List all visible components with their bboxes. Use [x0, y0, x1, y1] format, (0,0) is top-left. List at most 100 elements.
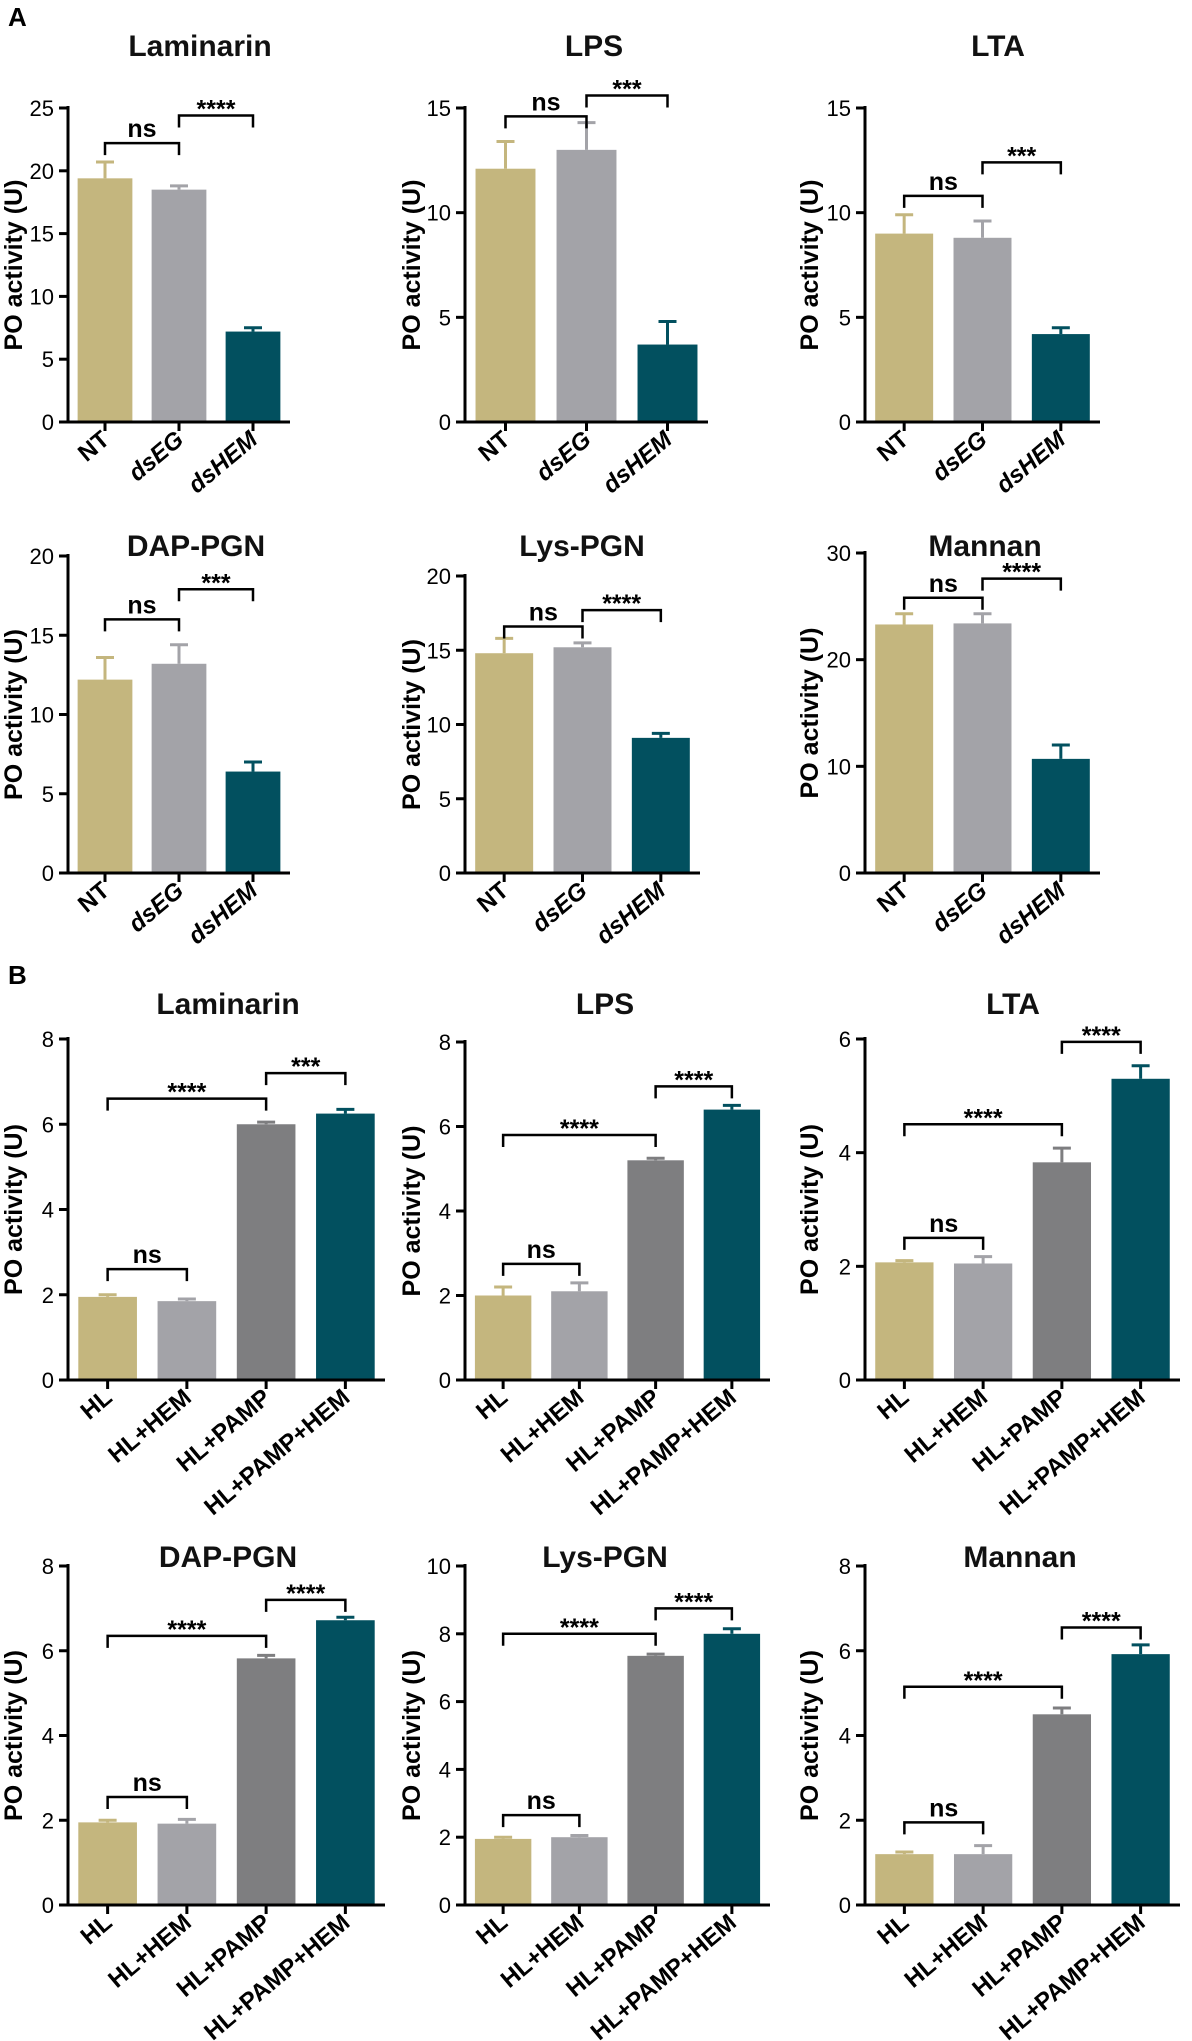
- chart-title: Laminarin: [156, 988, 299, 1021]
- y-tick-label: 20: [30, 159, 54, 184]
- significance-label: ns: [133, 1769, 162, 1797]
- bracket-line: [106, 1795, 189, 1809]
- bar-1: [875, 1854, 934, 1905]
- bracket-line: [1060, 1626, 1142, 1640]
- chart-title: Lys-PGN: [542, 1541, 668, 1574]
- y-tick-label: 10: [827, 201, 851, 226]
- chart-5: Lys-PGN PO activity (U) 0 5 10 15 20 NT dsEGdsHE…: [398, 530, 700, 950]
- y-tick-label: 5: [42, 347, 54, 372]
- y-axis-label: PO activity (U): [398, 1650, 426, 1821]
- significance-bracket: ****: [106, 1079, 268, 1111]
- significance-bracket: ns: [103, 591, 181, 632]
- y-tick-label: 0: [839, 1368, 851, 1393]
- category-label: HL+PAMP+HEM: [199, 1909, 355, 2041]
- error-bar-4: [722, 1627, 741, 1634]
- bar-2: [953, 1854, 1013, 1905]
- category-label: dsEG: [123, 877, 188, 938]
- y-tick-label: 0: [439, 1893, 451, 1918]
- chart-title: Lys-PGN: [519, 530, 645, 563]
- y-tick-label: 2: [42, 1283, 54, 1308]
- significance-label: ns: [929, 570, 958, 598]
- significance-label: ***: [291, 1053, 320, 1081]
- bracket-line: [177, 588, 255, 602]
- category-label: HL: [76, 1384, 118, 1425]
- y-axis-label: PO activity (U): [0, 1650, 28, 1821]
- bar-4: [703, 1633, 761, 1905]
- error-bar-3: [1051, 743, 1070, 759]
- y-tick-label: 0: [439, 1368, 451, 1393]
- y-tick-label: 10: [827, 754, 851, 779]
- y-tick-label: 4: [439, 1757, 451, 1782]
- significance-label: ****: [167, 1079, 206, 1107]
- bar-1: [875, 233, 934, 422]
- category-label: HL+PAMP+HEM: [199, 1384, 355, 1521]
- error-bar-1: [98, 1818, 117, 1823]
- category-label: dsEG: [531, 426, 596, 487]
- chart-title: LTA: [971, 30, 1025, 63]
- bar-1: [77, 178, 133, 422]
- chart-title: LPS: [576, 988, 634, 1021]
- category-label: NT: [73, 877, 115, 918]
- y-tick-label: 0: [839, 410, 851, 435]
- y-axis-label: PO activity (U): [796, 1650, 824, 1821]
- bracket-line: [902, 194, 984, 208]
- error-bar-2: [573, 641, 592, 648]
- bracket-line: [504, 115, 588, 129]
- category-label: HL: [76, 1909, 118, 1950]
- category-label: dsHEM: [991, 876, 1071, 950]
- y-tick-label: 5: [439, 787, 451, 812]
- bar-3: [627, 1160, 684, 1380]
- bar-4: [316, 1620, 375, 1905]
- significance-bracket: ****: [903, 1667, 1064, 1699]
- y-tick-label: 10: [427, 713, 451, 738]
- error-bar-1: [96, 655, 114, 680]
- significance-bracket: ns: [902, 570, 984, 610]
- error-bar-1: [96, 160, 114, 179]
- error-bar-3: [257, 1120, 276, 1125]
- significance-label: ns: [531, 88, 560, 116]
- bracket-line: [903, 1123, 1064, 1137]
- y-tick-label: 0: [42, 1368, 54, 1393]
- bar-2: [151, 189, 207, 422]
- significance-bracket: ns: [106, 1241, 189, 1282]
- y-tick-label: 0: [839, 1893, 851, 1918]
- error-bar-4: [1131, 1064, 1150, 1079]
- bracket-line: [1060, 1040, 1142, 1054]
- y-tick-label: 8: [42, 1554, 54, 1579]
- significance-label: ****: [560, 1115, 599, 1143]
- significance-bracket: ****: [106, 1616, 268, 1648]
- y-tick-label: 0: [439, 410, 451, 435]
- significance-label: ****: [964, 1104, 1003, 1132]
- error-bar-3: [646, 1156, 665, 1161]
- y-axis-label: PO activity (U): [0, 180, 28, 351]
- y-tick-label: 0: [42, 861, 54, 886]
- significance-label: ****: [674, 1066, 713, 1094]
- error-bar-2: [974, 1255, 993, 1264]
- bar-1: [475, 653, 534, 873]
- bar-3: [1032, 1162, 1092, 1380]
- bar-3: [236, 1658, 296, 1905]
- y-tick-label: 6: [839, 1027, 851, 1052]
- chart-title: Mannan: [963, 1541, 1076, 1574]
- error-bar-4: [1131, 1643, 1150, 1655]
- chart-title: Mannan: [928, 530, 1041, 563]
- significance-label: ****: [197, 96, 236, 124]
- bar-2: [551, 1291, 608, 1380]
- significance-bracket: ****: [264, 1580, 347, 1612]
- significance-label: ns: [527, 1236, 556, 1264]
- error-bar-2: [170, 643, 188, 664]
- bar-1: [78, 1822, 137, 1905]
- significance-bracket: ns: [902, 168, 984, 208]
- significance-bracket: ***: [177, 569, 255, 602]
- error-bar-1: [496, 139, 515, 169]
- significance-label: ns: [127, 115, 156, 143]
- bar-1: [474, 1838, 532, 1905]
- y-tick-label: 6: [439, 1690, 451, 1715]
- bar-1: [474, 1295, 532, 1380]
- significance-label: ****: [286, 1580, 325, 1608]
